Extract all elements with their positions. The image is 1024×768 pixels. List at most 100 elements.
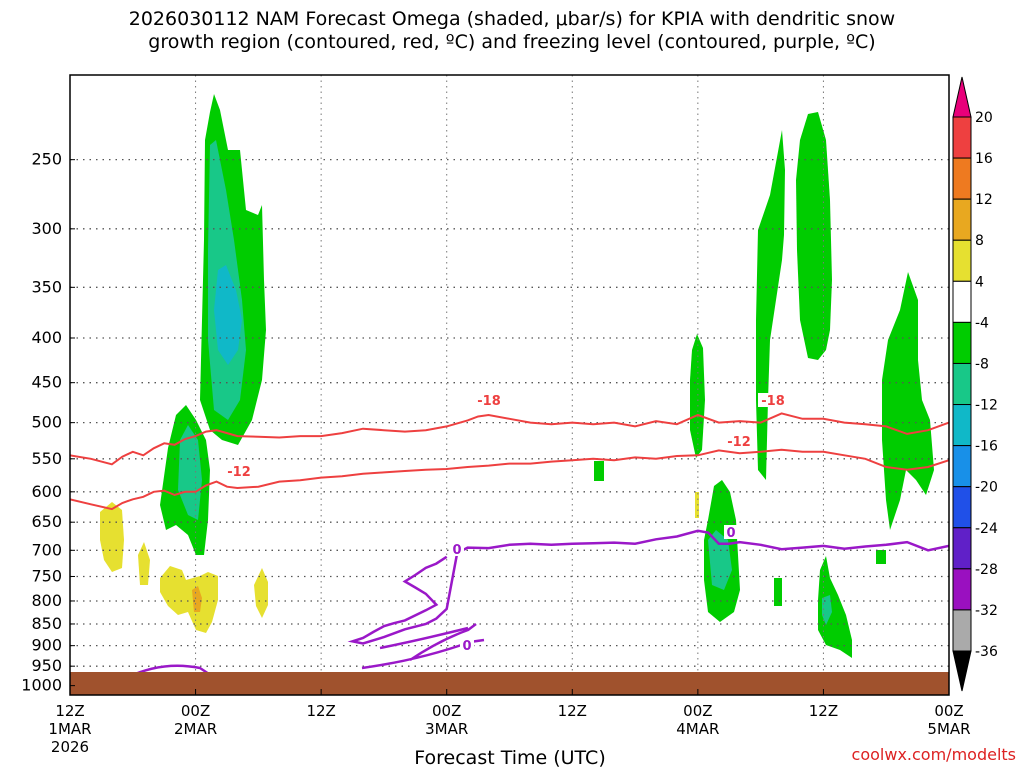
x-tick-label: 12Z <box>306 702 335 720</box>
y-tick-label: 950 <box>31 656 62 675</box>
y-tick-label: 400 <box>31 328 62 347</box>
x-tick-label: 00Z <box>683 702 712 720</box>
colorbar-label: -32 <box>975 603 998 619</box>
x-tick-date: 1MAR <box>48 720 91 738</box>
colorbar: 20 16 12 8 4 -4 -8 -12 -16 -20 -24 -28 -32 -36 <box>952 76 998 692</box>
x-axis-label: Forecast Time (UTC) <box>414 747 605 768</box>
y-tick-label: 450 <box>31 373 62 392</box>
x-tick-label: 12Z <box>55 702 84 720</box>
colorbar-label: -8 <box>975 356 989 372</box>
label-freezing-b: 0 <box>726 526 735 541</box>
colorbar-swatch <box>952 198 972 241</box>
omega-region-yellow-d <box>254 568 268 618</box>
label-minus18-b: -18 <box>761 394 785 409</box>
x-tick-label: 00Z <box>432 702 461 720</box>
colorbar-label: 16 <box>975 151 993 167</box>
colorbar-label: -36 <box>975 644 998 660</box>
x-tick-label: 12Z <box>558 702 587 720</box>
omega-shading <box>100 94 934 658</box>
omega-region-small-c <box>876 550 886 564</box>
x-tick-label: 12Z <box>809 702 838 720</box>
colorbar-swatch <box>952 568 972 611</box>
colorbar-swatch <box>952 527 972 570</box>
y-tick-label: 550 <box>31 449 62 468</box>
colorbar-label: -20 <box>975 480 998 496</box>
y-tick-label: 800 <box>31 591 62 610</box>
colorbar-label: -4 <box>975 315 989 331</box>
colorbar-swatch <box>952 321 972 364</box>
omega-region-small-b <box>774 578 782 606</box>
omega-region-4mar-column <box>690 334 705 458</box>
x-tick-year: 2026 <box>51 738 89 756</box>
omega-region-5mar-main <box>796 112 832 360</box>
chart-title-line2: growth region (contoured, red, ºC) and f… <box>148 31 876 53</box>
omega-region-yellow-a <box>100 502 124 572</box>
colorbar-swatch <box>952 280 972 323</box>
colorbar-swatch <box>952 404 972 447</box>
colorbar-top-arrow <box>952 76 972 118</box>
y-axis: 250 300 350 400 450 500 550 600 650 700 750 800 850 9… <box>21 150 75 695</box>
y-tick-label: 700 <box>31 540 62 559</box>
colorbar-label: -16 <box>975 439 998 455</box>
label-freezing-a: 0 <box>452 543 461 558</box>
chart-title-line1: 2026030112 NAM Forecast Omega (shaded, μ… <box>128 8 896 30</box>
chart-title: 2026030112 NAM Forecast Omega (shaded, μ… <box>0 8 1024 54</box>
omega-region-yellow-b <box>138 542 150 585</box>
y-tick-label: 1000 <box>21 676 62 695</box>
x-tick-date: 3MAR <box>425 720 468 738</box>
omega-region-orange-core <box>192 586 202 612</box>
colorbar-swatch <box>952 157 972 200</box>
x-tick-date: 2MAR <box>174 720 217 738</box>
omega-region-small-a <box>594 461 604 481</box>
colorbar-label: -12 <box>975 398 998 414</box>
label-minus12-b: -12 <box>727 435 751 450</box>
colorbar-swatch <box>952 116 972 159</box>
contour-minus12 <box>70 448 949 511</box>
colorbar-label: 8 <box>975 233 984 249</box>
colorbar-label: 20 <box>975 110 993 126</box>
contour-labels: -18 -18 -12 -12 0 0 0 <box>224 393 788 654</box>
omega-region-5mar-right <box>882 272 934 530</box>
x-tick-label: 00Z <box>934 702 963 720</box>
label-minus18-a: -18 <box>477 394 501 409</box>
omega-region-4mar-teal <box>708 530 732 590</box>
omega-region-upper-cyan <box>214 265 242 365</box>
colorbar-swatch <box>952 445 972 488</box>
contour-minus18 <box>70 412 949 466</box>
omega-region-lower-teal <box>178 425 202 520</box>
omega-region-low-12z-teal <box>822 595 832 625</box>
colorbar-swatch <box>952 362 972 406</box>
omega-region-yellow-c <box>160 566 218 633</box>
omega-region-yellow-e <box>695 492 699 518</box>
ground-terrain <box>70 672 949 695</box>
colorbar-swatch <box>952 486 972 529</box>
y-tick-label: 350 <box>31 277 62 296</box>
colorbar-bottom-arrow <box>952 650 972 692</box>
y-tick-label: 850 <box>31 614 62 633</box>
y-tick-label: 750 <box>31 566 62 585</box>
credit-watermark: coolwx.com/modelts <box>851 745 1016 764</box>
x-tick-date: 4MAR <box>676 720 719 738</box>
plot-frame <box>69 74 950 696</box>
x-tick-date: 5MAR <box>927 720 970 738</box>
colorbar-label: -28 <box>975 562 998 578</box>
colorbar-label: -24 <box>975 521 998 537</box>
y-tick-label: 250 <box>31 150 62 169</box>
y-tick-label: 300 <box>31 219 62 238</box>
contour-freezing-level <box>347 529 949 645</box>
y-tick-label: 650 <box>31 512 62 531</box>
label-freezing-c: 0 <box>462 639 471 654</box>
label-minus12-a: -12 <box>227 465 251 480</box>
y-tick-label: 600 <box>31 482 62 501</box>
omega-region-low-12z-green <box>818 556 852 658</box>
colorbar-swatch <box>952 239 972 282</box>
colorbar-label: 12 <box>975 192 993 208</box>
x-tick-label: 00Z <box>181 702 210 720</box>
omega-region-5mar-left <box>756 130 785 480</box>
y-tick-label: 500 <box>31 413 62 432</box>
y-tick-label: 900 <box>31 636 62 655</box>
colorbar-swatch <box>952 609 972 652</box>
colorbar-label: 4 <box>975 274 984 290</box>
